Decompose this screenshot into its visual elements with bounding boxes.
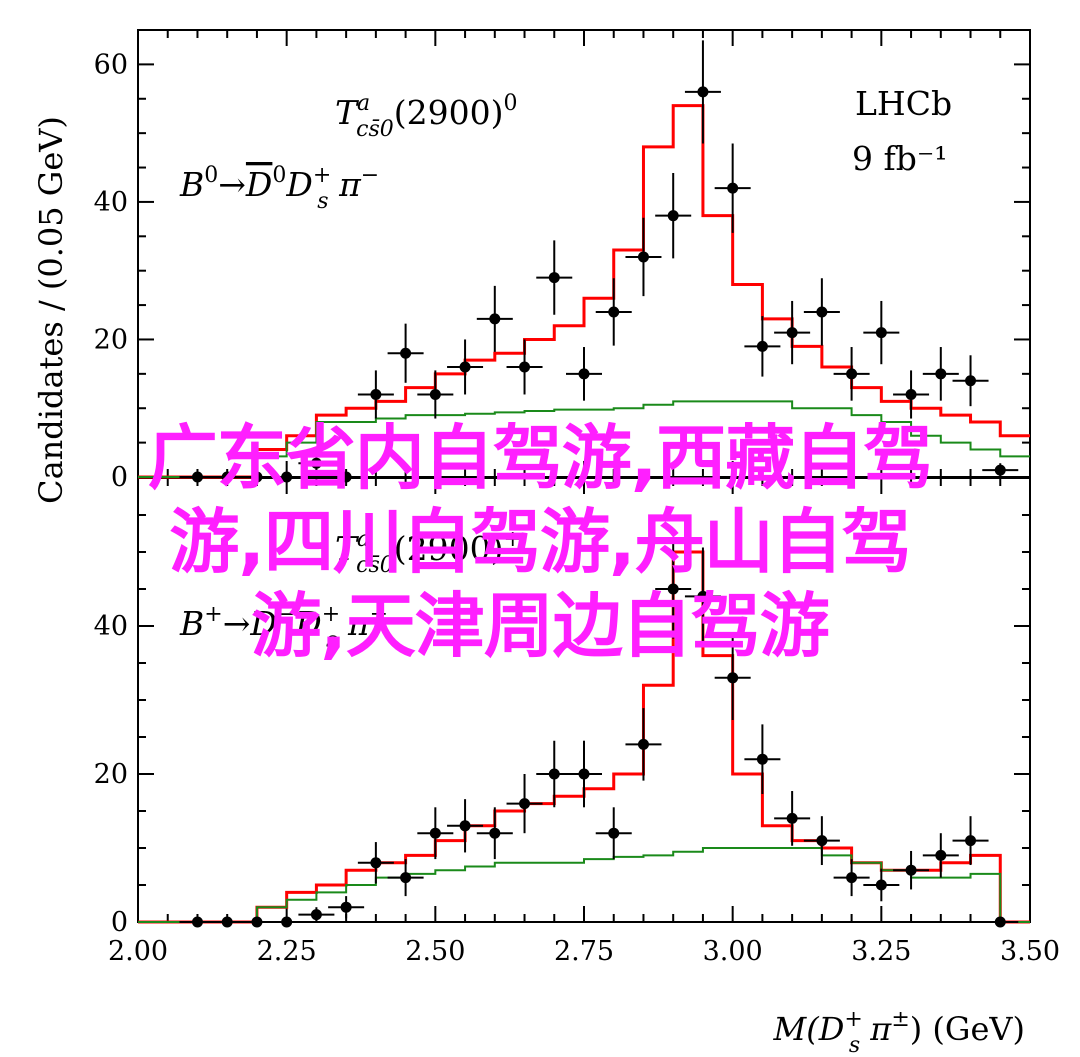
top-data-point bbox=[536, 240, 573, 315]
lumi-label: 9 fb⁻¹ bbox=[852, 139, 947, 178]
y-tick-label: 60 bbox=[94, 49, 128, 80]
bottom-data-point bbox=[476, 807, 513, 860]
y-tick-label: 40 bbox=[94, 611, 128, 642]
y-axis-title: Candidates / (0.05 GeV) bbox=[32, 116, 70, 504]
top-fit-component-curve bbox=[138, 400, 1030, 478]
top-data-point bbox=[833, 347, 870, 401]
y-tick-label: 20 bbox=[94, 759, 128, 790]
top-data-point bbox=[684, 40, 721, 144]
top-data-point bbox=[744, 316, 781, 377]
x-axis-title: M(D+ s π±) (GeV) bbox=[772, 1007, 1025, 1057]
bottom-data-point bbox=[566, 740, 602, 808]
bottom-data-point bbox=[833, 859, 870, 897]
bottom-data-point bbox=[714, 635, 751, 720]
bottom-data-point bbox=[447, 799, 484, 853]
top-annotation-decay: B0→D0D+ s π− bbox=[179, 163, 379, 214]
bottom-data-point bbox=[922, 833, 959, 878]
top-data-point bbox=[893, 370, 930, 419]
top-data-point bbox=[328, 471, 365, 483]
top-data-point bbox=[655, 173, 692, 259]
bottom-data-point bbox=[744, 724, 781, 794]
bottom-data-point bbox=[298, 907, 335, 922]
bottom-data-point bbox=[268, 916, 305, 928]
lhcb-label: LHCb bbox=[855, 84, 952, 123]
bottom-annotation-particle: Ta cs̄0(2900)+ bbox=[335, 527, 522, 578]
top-annotation-particle: Ta cs̄0(2900)0 bbox=[335, 91, 517, 142]
bottom-data-point bbox=[684, 547, 721, 646]
top-data-point bbox=[714, 143, 751, 233]
bottom-data-point bbox=[417, 807, 454, 860]
top-data-point bbox=[387, 323, 424, 383]
bottom-data-point bbox=[387, 859, 424, 897]
bottom-data-point bbox=[655, 539, 692, 639]
top-data-point bbox=[922, 347, 959, 401]
bottom-data-point bbox=[328, 896, 365, 919]
top-data-point bbox=[982, 463, 1019, 477]
bottom-data-point bbox=[774, 791, 811, 846]
top-data-point bbox=[476, 285, 513, 352]
top-data-point bbox=[566, 347, 602, 401]
x-tick-label: 2.00 bbox=[108, 936, 168, 967]
top-data-point bbox=[357, 370, 394, 419]
y-tick-label: 0 bbox=[111, 462, 128, 493]
top-data-point bbox=[595, 278, 632, 346]
bottom-data-point bbox=[952, 816, 989, 866]
bottom-data-point bbox=[803, 816, 840, 866]
panel-bottom-frame bbox=[137, 477, 1031, 923]
top-data-point bbox=[268, 471, 305, 483]
x-tick-label: 2.75 bbox=[554, 936, 614, 967]
x-tick-label: 3.00 bbox=[703, 936, 763, 967]
bottom-data-point bbox=[506, 774, 543, 834]
bottom-data-point bbox=[595, 807, 632, 860]
top-data-point bbox=[774, 300, 811, 365]
y-tick-label: 20 bbox=[94, 324, 128, 355]
bottom-annotation-decay: B+→D−D+ s π+ bbox=[179, 602, 388, 653]
y-tick-label: 0 bbox=[111, 907, 128, 938]
top-data-point bbox=[298, 452, 335, 474]
top-data-point bbox=[417, 370, 454, 419]
bottom-data-point bbox=[863, 868, 900, 902]
bottom-data-point bbox=[357, 842, 394, 884]
y-tick-label: 40 bbox=[94, 187, 128, 218]
x-tick-label: 3.25 bbox=[851, 936, 911, 967]
top-data-point bbox=[952, 355, 989, 407]
bottom-data-point bbox=[982, 916, 1019, 928]
bottom-data-point bbox=[893, 850, 930, 890]
x-tick-label: 2.50 bbox=[405, 936, 465, 967]
x-tick-label: 3.50 bbox=[1000, 936, 1060, 967]
top-data-point bbox=[506, 339, 543, 395]
bottom-fit-component-curve bbox=[138, 847, 1030, 923]
bottom-data-point bbox=[625, 708, 662, 781]
x-tick-label: 2.25 bbox=[257, 936, 317, 967]
top-data-point bbox=[803, 278, 840, 346]
top-data-point bbox=[625, 217, 662, 297]
top-data-point bbox=[447, 339, 484, 395]
top-data-point bbox=[863, 300, 900, 365]
